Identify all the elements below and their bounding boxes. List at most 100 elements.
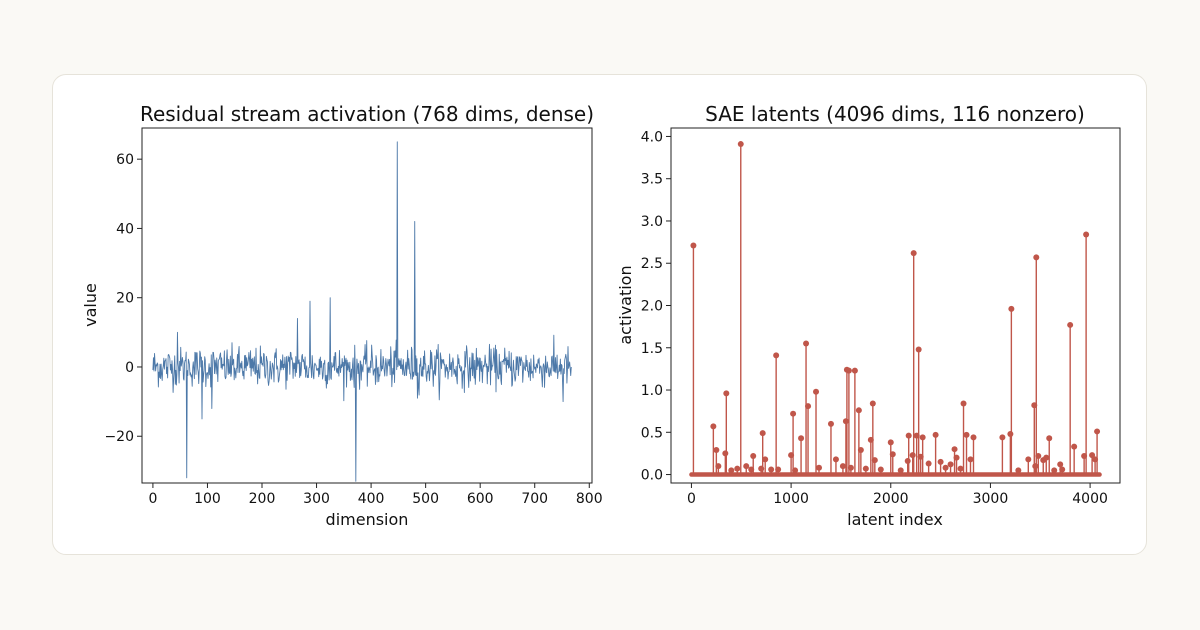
sae-stem-marker <box>847 464 854 471</box>
sae-stem-marker <box>1067 321 1074 328</box>
sae-y-tick-label: 3.5 <box>641 172 663 188</box>
residual-x-tick-label: 300 <box>303 491 330 507</box>
residual-y-label: value <box>81 283 100 327</box>
sae-stem-marker <box>855 407 862 414</box>
sae-y-tick-label: 2.0 <box>641 299 663 315</box>
sae-y-tick-label: 3.0 <box>641 214 663 230</box>
sae-stem-marker <box>915 346 922 353</box>
sae-stem-marker <box>750 452 757 459</box>
sae-chart: SAE latents (4096 dims, 116 nonzero) 0 10… <box>616 102 1121 529</box>
sae-stem-marker <box>857 447 864 454</box>
sae-stem-marker <box>910 250 917 257</box>
sae-stem-marker <box>862 465 869 472</box>
sae-stem-marker <box>967 456 974 463</box>
sae-stems <box>689 141 1102 477</box>
sae-y-label: activation <box>616 265 635 344</box>
sae-stem-marker <box>734 465 741 472</box>
sae-stem-marker <box>1015 467 1022 474</box>
sae-chart-title: SAE latents (4096 dims, 116 nonzero) <box>705 102 1085 126</box>
sae-stem-marker <box>1059 466 1066 473</box>
sae-stem-marker <box>909 452 916 459</box>
residual-y-tick-label: 60 <box>116 152 134 168</box>
residual-x-tick-label: 700 <box>521 491 548 507</box>
sae-stem-marker <box>970 434 977 441</box>
sae-y-tick-label: 1.0 <box>641 383 663 399</box>
sae-stem-marker <box>1007 430 1014 437</box>
residual-x-tick-label: 600 <box>467 491 494 507</box>
sae-x-label: latent index <box>847 510 943 529</box>
sae-plot-area <box>670 127 1121 484</box>
sae-stem-marker <box>942 464 949 471</box>
sae-stem-marker <box>790 410 797 417</box>
sae-stem-marker <box>805 403 812 410</box>
sae-stem-marker <box>877 466 884 473</box>
residual-x-axis: 0 100 200 300 400 500 600 700 800 <box>148 483 603 507</box>
sae-stem-marker <box>953 454 960 461</box>
sae-stem-marker <box>1046 435 1053 442</box>
sae-x-axis: 0 1000 2000 3000 4000 <box>687 483 1108 507</box>
residual-x-tick-label: 200 <box>249 491 276 507</box>
residual-x-tick-label: 400 <box>358 491 385 507</box>
sae-stem-marker <box>813 388 820 395</box>
sae-x-tick-label: 1000 <box>773 491 809 507</box>
sae-x-tick-label: 0 <box>687 491 696 507</box>
sae-stem-marker <box>999 434 1006 441</box>
sae-stem-marker <box>957 465 964 472</box>
sae-stem-marker <box>773 352 780 359</box>
sae-stem-marker <box>792 467 799 474</box>
residual-y-tick-label: 0 <box>125 360 134 376</box>
sae-stem-marker <box>1043 454 1050 461</box>
sae-stem-marker <box>737 141 744 148</box>
sae-stem-marker <box>743 463 750 470</box>
sae-stem-marker <box>851 367 858 374</box>
sae-stem-marker <box>925 460 932 467</box>
residual-x-tick-label: 0 <box>148 491 157 507</box>
sae-stem-marker <box>768 466 775 473</box>
sae-x-tick-label: 4000 <box>1072 491 1108 507</box>
sae-stem-marker <box>839 463 846 470</box>
sae-stem-marker <box>728 467 735 474</box>
sae-stem-marker <box>845 367 852 374</box>
residual-x-tick-label: 100 <box>194 491 221 507</box>
residual-x-tick-label: 500 <box>412 491 439 507</box>
sae-stem-marker <box>816 464 823 471</box>
sae-stem-marker <box>947 461 954 468</box>
sae-stem-marker <box>1033 254 1040 261</box>
sae-stem-marker <box>759 430 766 437</box>
sae-stem-marker <box>710 423 717 430</box>
sae-stem-marker <box>803 340 810 347</box>
sae-stem-marker <box>960 400 967 407</box>
sae-stem-marker <box>1008 305 1015 312</box>
sae-stem-marker <box>905 432 912 439</box>
sae-stem-marker <box>1025 456 1032 463</box>
sae-stem-marker <box>889 451 896 458</box>
sae-stem-marker <box>1089 452 1096 459</box>
sae-stem-marker <box>723 390 730 397</box>
sae-y-tick-label: 4.0 <box>641 129 663 145</box>
sae-stem-marker <box>762 456 769 463</box>
residual-y-tick-label: 20 <box>116 291 134 307</box>
sae-y-tick-label: 1.5 <box>641 341 663 357</box>
sae-stem-marker <box>1083 231 1090 238</box>
residual-y-tick-label: −20 <box>104 429 134 445</box>
sae-stem-marker <box>713 447 720 454</box>
sae-stem-marker <box>1035 452 1042 459</box>
sae-y-tick-label: 0.5 <box>641 425 663 441</box>
residual-y-axis: −20 0 20 40 60 <box>104 152 142 445</box>
figure: Residual stream activation (768 dims, de… <box>81 102 1121 529</box>
sae-y-tick-label: 0.0 <box>641 468 663 484</box>
sae-y-tick-label: 2.5 <box>641 256 663 272</box>
sae-stem-marker <box>715 463 722 470</box>
figure-card: Residual stream activation (768 dims, de… <box>52 74 1147 555</box>
sae-stem-marker <box>798 435 805 442</box>
sae-stem-marker <box>951 446 958 453</box>
sae-stem-marker <box>1057 461 1064 468</box>
sae-stem-marker <box>842 418 849 425</box>
sae-stem-marker <box>919 434 926 441</box>
sae-stem-marker <box>887 439 894 446</box>
sae-stem-marker <box>832 456 839 463</box>
residual-chart: Residual stream activation (768 dims, de… <box>81 102 603 529</box>
sae-stem-marker <box>963 431 970 438</box>
sae-stem-marker <box>1051 467 1058 474</box>
residual-series-line <box>152 141 572 482</box>
